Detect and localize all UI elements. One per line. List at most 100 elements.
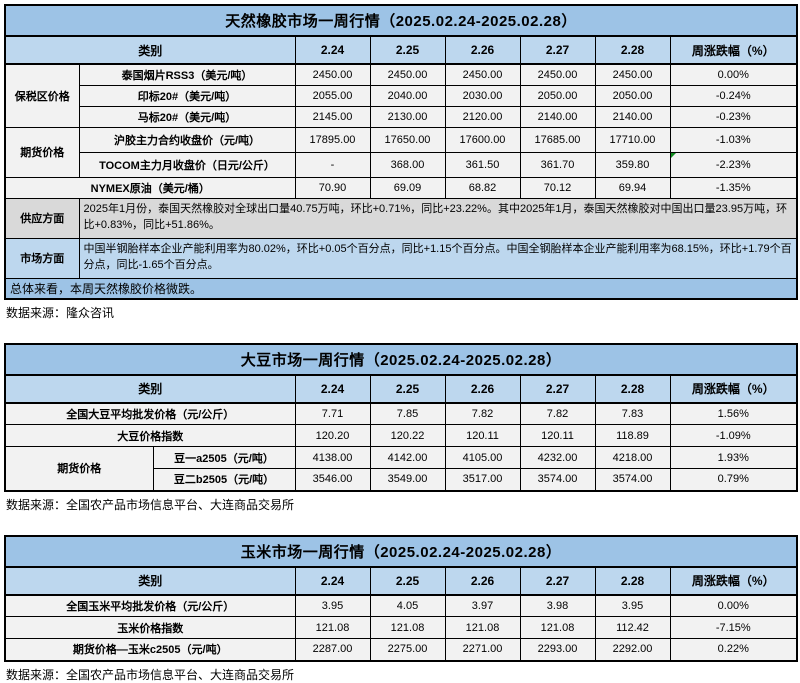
column-header-category: 类别 (4, 566, 296, 596)
change-cell: 0.22% (669, 638, 798, 661)
row-label: 豆二b2505（元/吨） (152, 468, 296, 491)
table-row: 大豆价格指数 120.20 120.22 120.11 120.11 118.8… (4, 424, 798, 447)
value-cell: 2293.00 (519, 638, 596, 661)
table-row: 天然橡胶市场一周行情（2025.02.24-2025.02.28） (4, 4, 798, 37)
supply-text: 2025年1月份，泰国天然橡胶对全球出口量40.75万吨，环比+0.71%，同比… (78, 197, 798, 239)
supply-label: 供应方面 (4, 197, 80, 239)
change-cell: -2.23% (669, 151, 798, 178)
column-header-change: 周涨跌幅（%） (669, 35, 798, 65)
table-row: 期货价格—玉米c2505（元/吨） 2287.00 2275.00 2271.0… (4, 638, 798, 661)
market-row: 市场方面 中国半钢胎样本企业产能利用率为80.02%，环比+0.05个百分点，同… (4, 237, 798, 279)
change-cell: 0.00% (669, 594, 798, 617)
column-header-date: 2.24 (294, 35, 371, 65)
change-cell: -0.24% (669, 84, 798, 107)
column-header-date: 2.27 (519, 566, 596, 596)
column-header-change: 周涨跌幅（%） (669, 566, 798, 596)
table-row: 类别 2.24 2.25 2.26 2.27 2.28 周涨跌幅（%） (4, 374, 798, 404)
change-cell: -7.15% (669, 616, 798, 639)
soybean-data-source: 数据来源：全国农产品市场信息平台、大连商品交易所 (6, 497, 295, 512)
value-cell: 4.05 (369, 594, 446, 617)
table-row: 玉米市场一周行情（2025.02.24-2025.02.28） (4, 535, 798, 568)
value-cell: 120.20 (294, 424, 371, 447)
value-cell: 2130.00 (369, 105, 446, 128)
value-cell: 4138.00 (294, 446, 371, 469)
value-cell: 2271.00 (444, 638, 521, 661)
value-cell: 2050.00 (519, 84, 596, 107)
row-label: 大豆价格指数 (4, 424, 296, 447)
table-row: 保税区价格 泰国烟片RSS3（美元/吨） 2450.00 2450.00 245… (4, 63, 798, 128)
value-cell: 17685.00 (519, 126, 596, 153)
value-cell: 4105.00 (444, 446, 521, 469)
value-cell: 118.89 (594, 424, 671, 447)
change-cell: -1.03% (669, 126, 798, 153)
value-cell: 2450.00 (519, 63, 596, 86)
row-label: NYMEX原油（美元/桶） (4, 176, 296, 199)
table-row: 类别 2.24 2.25 2.26 2.27 2.28 周涨跌幅（%） (4, 566, 798, 596)
column-header-date: 2.26 (444, 35, 521, 65)
value-cell: 3574.00 (594, 468, 671, 491)
formula-error-triangle-icon (671, 153, 676, 158)
summary-row: 总体来看，本周天然橡胶价格微跌。 (4, 277, 798, 299)
value-cell: 121.08 (519, 616, 596, 639)
column-header-date: 2.25 (369, 566, 446, 596)
value-cell: 2450.00 (369, 63, 446, 86)
value-cell: 2145.00 (294, 105, 371, 128)
value-cell: 7.85 (369, 402, 446, 425)
group-label-bonded: 保税区价格 (4, 63, 80, 128)
column-header-category: 类别 (4, 35, 296, 65)
column-header-category: 类别 (4, 374, 296, 404)
value-cell: 2030.00 (444, 84, 521, 107)
value-cell: 3.97 (444, 594, 521, 617)
value-cell: 2450.00 (444, 63, 521, 86)
table-row: 玉米价格指数 121.08 121.08 121.08 121.08 112.4… (4, 616, 798, 639)
corn-data-source: 数据来源：全国农产品市场信息平台、大连商品交易所 (6, 667, 295, 682)
value-cell: 2275.00 (369, 638, 446, 661)
value-cell: 120.11 (444, 424, 521, 447)
value-cell: 7.83 (594, 402, 671, 425)
row-label: 玉米价格指数 (4, 616, 296, 639)
table-row: 全国大豆平均批发价格（元/公斤） 7.71 7.85 7.82 7.82 7.8… (4, 402, 798, 425)
value-cell: 70.90 (294, 176, 371, 199)
table-row: 大豆市场一周行情（2025.02.24-2025.02.28） (4, 343, 798, 376)
value-cell: 7.82 (444, 402, 521, 425)
table-row: 印标20#（美元/吨） 2055.00 2040.00 2030.00 2050… (5, 84, 798, 107)
corn-market-table: 玉米市场一周行情（2025.02.24-2025.02.28） 类别 2.24 … (4, 534, 799, 662)
value-cell: 69.09 (369, 176, 446, 199)
group-label-futures: 期货价格 (4, 446, 154, 491)
table-row: 类别 2.24 2.25 2.26 2.27 2.28 周涨跌幅（%） (4, 35, 798, 65)
column-header-date: 2.28 (594, 35, 671, 65)
row-label: 沪胶主力合约收盘价（元/吨） (78, 126, 296, 153)
change-cell: 1.56% (669, 402, 798, 425)
value-cell: 3549.00 (369, 468, 446, 491)
row-label: 期货价格—玉米c2505（元/吨） (4, 638, 296, 661)
column-header-date: 2.27 (519, 35, 596, 65)
value-cell: 120.22 (369, 424, 446, 447)
value-cell: 7.82 (519, 402, 596, 425)
supply-row: 供应方面 2025年1月份，泰国天然橡胶对全球出口量40.75万吨，环比+0.7… (4, 197, 798, 239)
value-cell: 361.50 (444, 151, 521, 178)
value-cell: 3574.00 (519, 468, 596, 491)
value-cell: 3546.00 (294, 468, 371, 491)
row-label: 泰国烟片RSS3（美元/吨） (78, 63, 296, 86)
value-cell: 17600.00 (444, 126, 521, 153)
value-cell: 2050.00 (594, 84, 671, 107)
table-row: 马标20#（美元/吨） 2145.00 2130.00 2120.00 2140… (5, 105, 798, 128)
value-cell: 17895.00 (294, 126, 371, 153)
change-cell: -1.09% (669, 424, 798, 447)
rubber-table-title: 天然橡胶市场一周行情（2025.02.24-2025.02.28） (4, 4, 798, 37)
table-row: NYMEX原油（美元/桶） 70.90 69.09 68.82 70.12 69… (4, 176, 798, 199)
change-cell: 0.00% (669, 63, 798, 86)
summary-text: 总体来看，本周天然橡胶价格微跌。 (4, 277, 798, 299)
change-cell: 1.93% (669, 446, 798, 469)
value-cell: 120.11 (519, 424, 596, 447)
table-row: TOCOM主力月收盘价（日元/公斤） - 368.00 361.50 361.7… (5, 151, 798, 178)
value-cell: 359.80 (594, 151, 671, 178)
value-cell: 7.71 (294, 402, 371, 425)
row-label: 印标20#（美元/吨） (78, 84, 296, 107)
table-row: 全国玉米平均批发价格（元/公斤） 3.95 4.05 3.97 3.98 3.9… (4, 594, 798, 617)
change-cell: -0.23% (669, 105, 798, 128)
change-value: -2.23% (715, 158, 751, 171)
value-cell: 17650.00 (369, 126, 446, 153)
row-label: 全国玉米平均批发价格（元/公斤） (4, 594, 296, 617)
change-cell: 0.79% (669, 468, 798, 491)
